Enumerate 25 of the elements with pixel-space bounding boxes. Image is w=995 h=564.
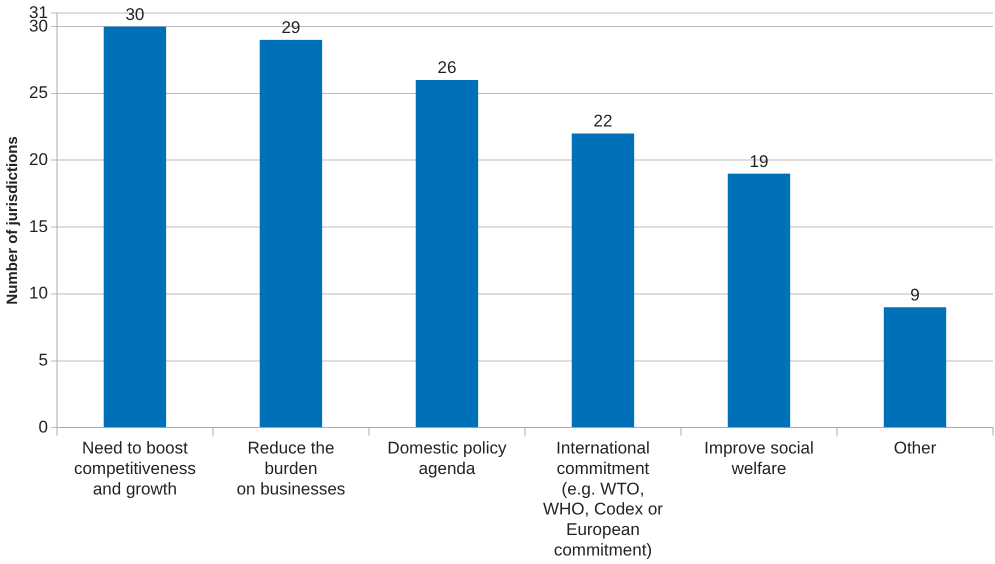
data-label: 29 (281, 18, 300, 38)
y-tick-label: 5 (38, 350, 48, 370)
bar (104, 26, 166, 428)
data-label: 26 (437, 58, 456, 78)
bar (416, 80, 478, 428)
bar (884, 307, 946, 428)
y-axis-title: Number of jurisdictions (4, 136, 22, 305)
y-tick-label: 25 (28, 83, 48, 102)
bar (728, 174, 790, 428)
data-label: 9 (910, 285, 920, 304)
x-tick-label: Need to boost competitiveness and growth (74, 438, 196, 498)
data-label: 22 (594, 112, 612, 131)
x-tick-label: Other (894, 438, 937, 458)
x-tick-label: Reduce the burden on businesses (236, 438, 346, 498)
x-tick-label: Improve social welfare (704, 438, 814, 478)
data-label: 30 (125, 4, 144, 24)
y-tick-label: 10 (28, 284, 48, 303)
bar (572, 134, 634, 428)
y-tick-label: 20 (28, 150, 48, 169)
x-tick-label: International commitment (e.g. WTO, WHO, Codex or European commitment) (542, 438, 664, 560)
y-tick-label: 15 (28, 216, 48, 236)
data-label: 19 (750, 152, 768, 171)
bar (260, 40, 322, 428)
y-tick-label: 0 (38, 417, 48, 436)
x-tick-label: Domestic policy agenda (387, 438, 507, 478)
